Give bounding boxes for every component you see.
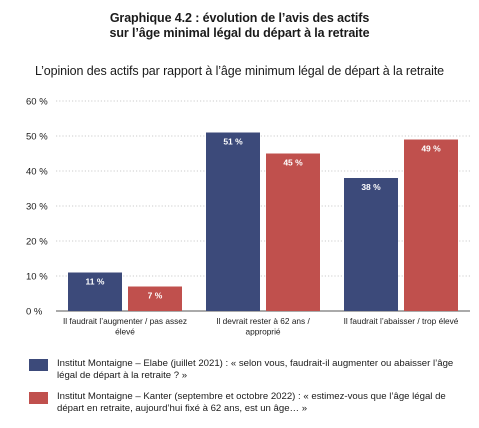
bar-series-1 xyxy=(344,178,398,311)
data-label: 51 % xyxy=(223,137,243,147)
legend-swatch-series-1 xyxy=(29,359,48,371)
y-tick-label: 20 % xyxy=(26,237,48,248)
legend-label-series-1: Institut Montaigne – Elabe (juillet 2021… xyxy=(57,358,454,381)
bar-chart: 0 % 10 % 20 % 30 % 40 % 50 % 60 % 11 % 7 % Il fau… xyxy=(26,97,470,337)
x-tick-label: Il devrait rester à 62 ans / xyxy=(216,316,310,326)
title-line-1: Graphique 4.2 : évolution de l’avis des … xyxy=(109,11,370,25)
x-tick-label: Il faudrait l’abaisser / trop élevé xyxy=(344,316,459,326)
x-tick-label: Il faudrait l’augmenter / pas assez xyxy=(63,316,187,326)
legend-item-series-1: Institut Montaigne – Elabe (juillet 2021… xyxy=(29,358,465,381)
title-line-2: sur l’âge minimal légal du départ à la r… xyxy=(109,26,370,40)
bar-series-1 xyxy=(206,132,260,311)
y-tick-label: 50 % xyxy=(26,132,48,143)
y-tick-label: 30 % xyxy=(26,202,48,213)
data-label: 49 % xyxy=(421,144,441,154)
bar-series-1 xyxy=(68,272,122,311)
bar-series-2 xyxy=(128,286,182,311)
y-tick-label: 0 % xyxy=(26,307,43,318)
y-tick-label: 60 % xyxy=(26,97,48,108)
data-label: 45 % xyxy=(283,158,303,168)
bar-series-2 xyxy=(404,139,458,311)
legend-swatch-series-2 xyxy=(29,392,48,404)
data-label: 11 % xyxy=(86,277,105,287)
x-tick-label: élevé xyxy=(115,327,135,337)
chart-title: Graphique 4.2 : évolution de l’avis des … xyxy=(0,11,479,41)
x-tick-label: approprié xyxy=(245,327,280,337)
chart-subtitle: L’opinion des actifs par rapport à l’âge… xyxy=(34,64,445,78)
y-tick-label: 40 % xyxy=(26,167,48,178)
legend-item-series-2: Institut Montaigne – Kanter (septembre e… xyxy=(29,391,465,414)
data-label: 7 % xyxy=(148,291,163,301)
y-tick-label: 10 % xyxy=(26,272,48,283)
data-label: 38 % xyxy=(361,182,381,192)
legend-label-series-2: Institut Montaigne – Kanter (septembre e… xyxy=(57,391,446,414)
bar-series-2 xyxy=(266,153,320,311)
